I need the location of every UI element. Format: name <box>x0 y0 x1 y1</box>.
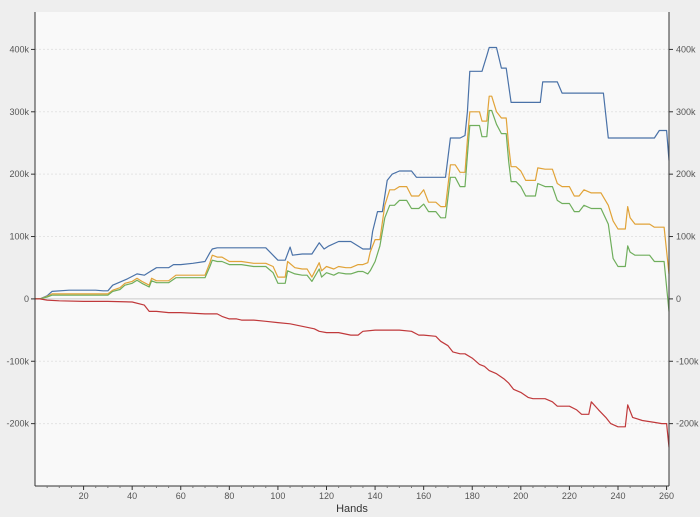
y-tick-label-left: 100k <box>9 232 29 242</box>
y-tick-label-right: -100k <box>676 356 699 366</box>
series-line-1 <box>35 46 670 300</box>
y-tick-label-right: 300k <box>676 107 696 117</box>
x-tick-label: 40 <box>127 491 137 501</box>
x-tick-label: 180 <box>465 491 480 501</box>
plot-background <box>35 12 669 486</box>
x-tick-label: 220 <box>562 491 577 501</box>
x-tick-label: 140 <box>368 491 383 501</box>
x-axis-title: Hands <box>336 503 368 515</box>
x-tick-label: 60 <box>176 491 186 501</box>
series-line-3 <box>35 109 670 312</box>
x-tick-label: 100 <box>270 491 285 501</box>
y-tick-label-left: 300k <box>9 107 29 117</box>
y-tick-label-left: -200k <box>6 419 29 429</box>
grid-lines <box>35 48 669 425</box>
series-line-2 <box>35 95 670 300</box>
y-tick-label-right: 400k <box>676 44 696 54</box>
tick-labels: -200k -200k -100k -100k 0 0 100k 100k 200k 200k 30… <box>6 44 699 501</box>
series-line-4 <box>35 298 670 448</box>
x-tick-label: 160 <box>416 491 431 501</box>
y-tick-label-left: 200k <box>9 169 29 179</box>
y-tick-label-right: 200k <box>676 169 696 179</box>
y-tick-label-right: -200k <box>676 419 699 429</box>
x-tick-label: 240 <box>610 491 625 501</box>
x-tick-label: 20 <box>79 491 89 501</box>
y-tick-label-left: -100k <box>6 356 29 366</box>
y-tick-label-right: 100k <box>676 232 696 242</box>
series-group <box>35 46 670 448</box>
x-tick-label: 260 <box>659 491 674 501</box>
y-tick-label-right: 0 <box>676 294 681 304</box>
x-tick-label: 120 <box>319 491 334 501</box>
y-tick-label-left: 400k <box>9 44 29 54</box>
x-tick-label: 200 <box>513 491 528 501</box>
x-tick-label: 80 <box>224 491 234 501</box>
y-tick-label-left: 0 <box>24 294 29 304</box>
